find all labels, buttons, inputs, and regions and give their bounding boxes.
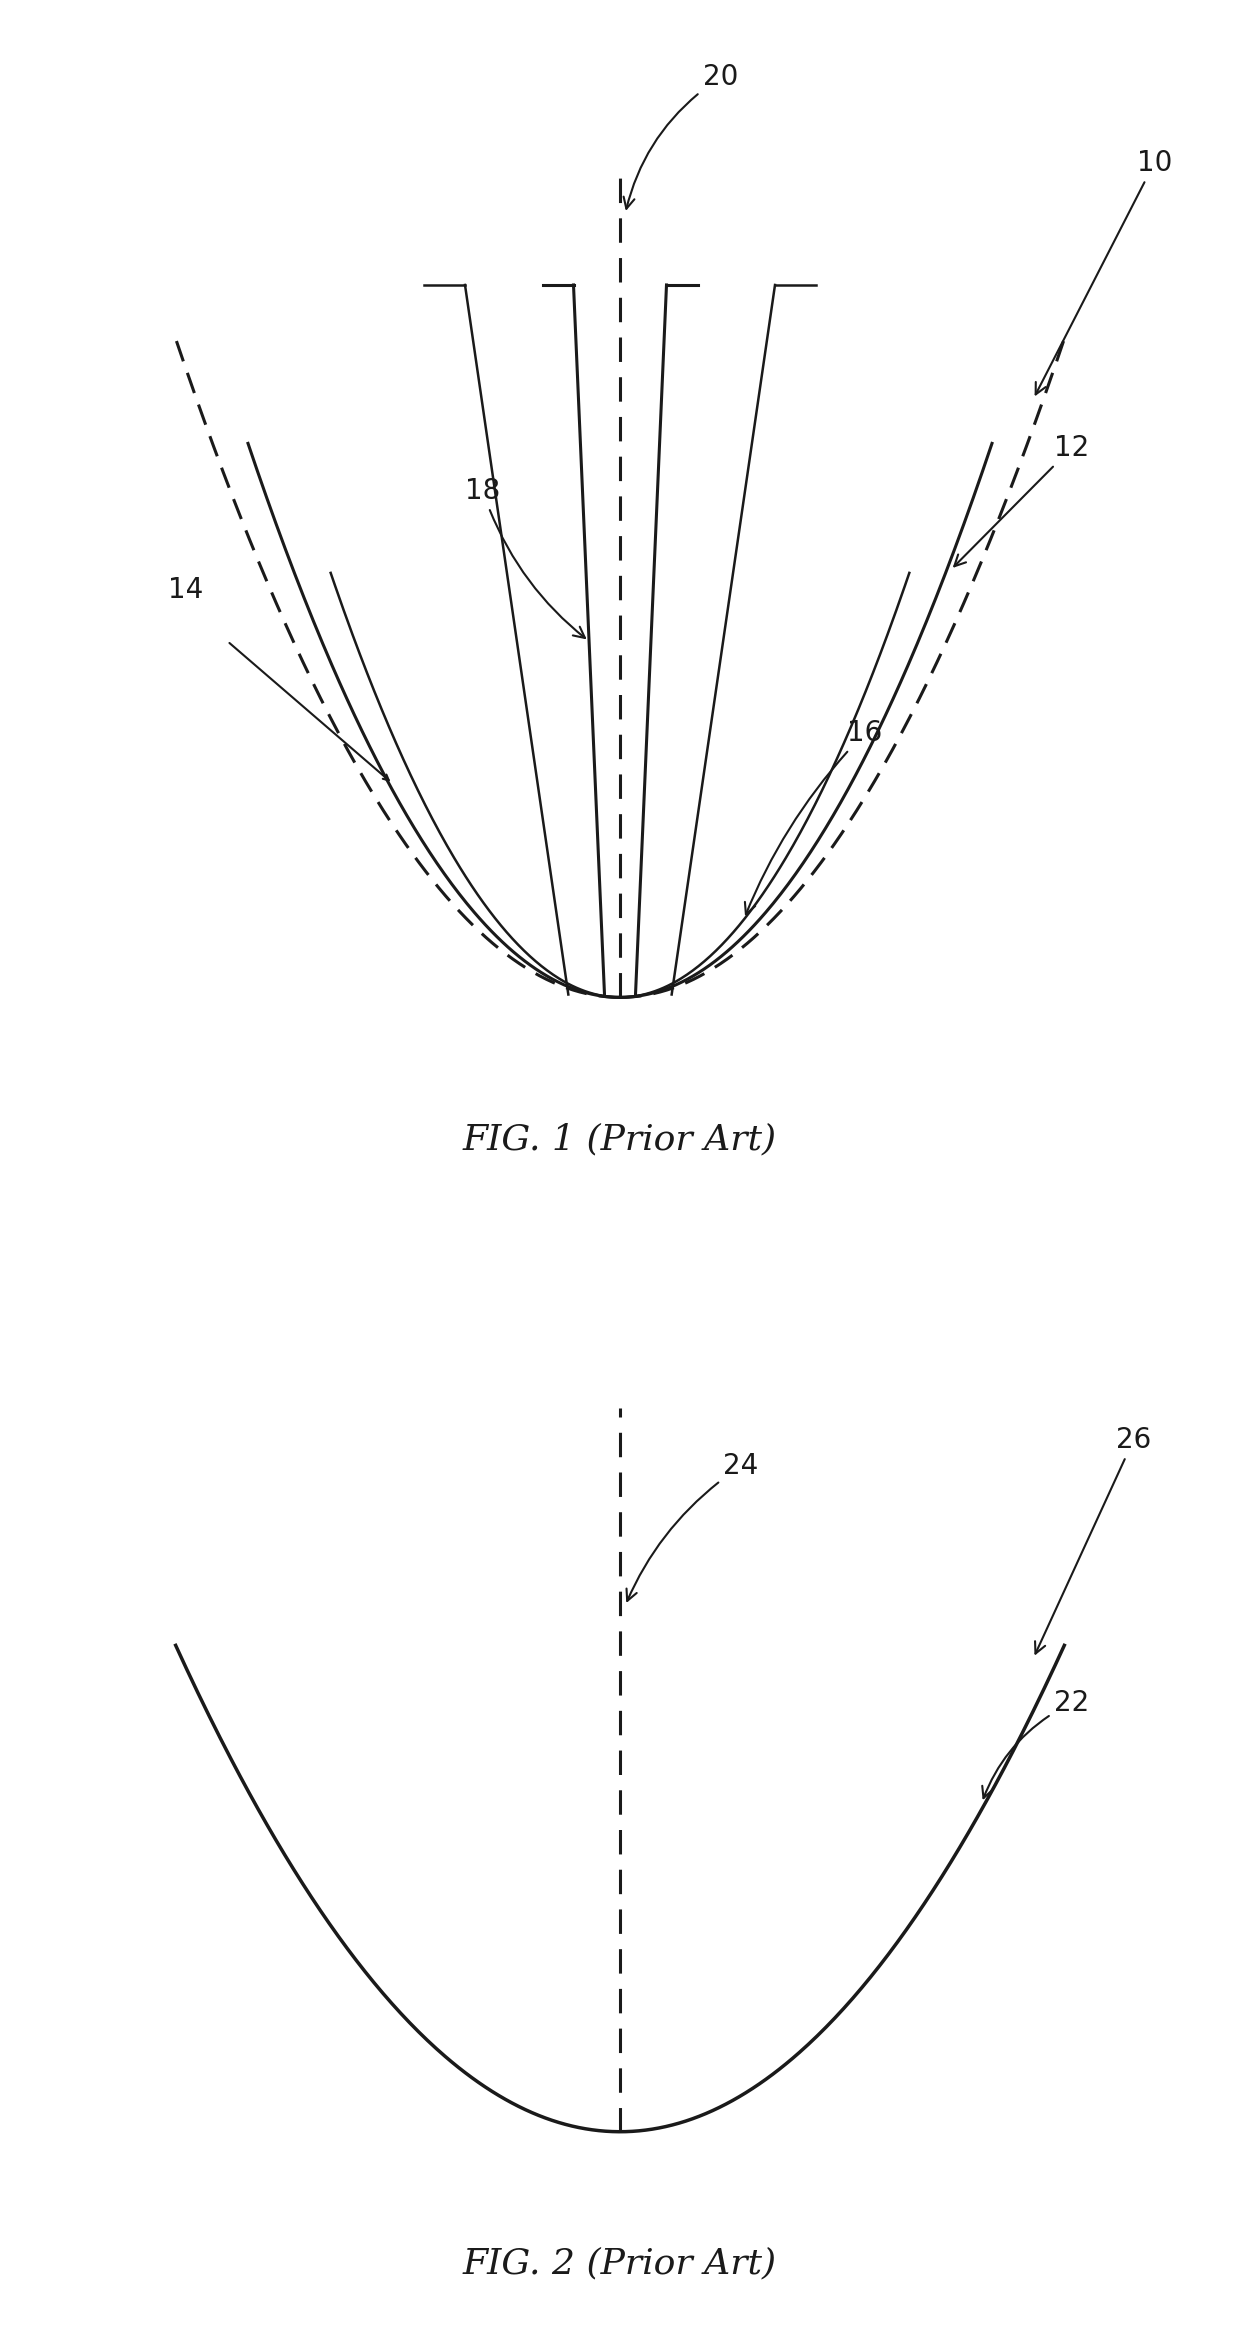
Text: 16: 16: [745, 720, 883, 915]
Text: 10: 10: [1035, 149, 1172, 394]
Text: 12: 12: [955, 433, 1089, 566]
Text: 14: 14: [169, 575, 203, 606]
Text: 24: 24: [626, 1451, 759, 1600]
Text: 20: 20: [624, 63, 738, 210]
Text: FIG. 1 (Prior Art): FIG. 1 (Prior Art): [463, 1123, 777, 1158]
Text: 18: 18: [465, 477, 585, 638]
Text: FIG. 2 (Prior Art): FIG. 2 (Prior Art): [463, 2245, 777, 2280]
Text: 22: 22: [982, 1689, 1089, 1798]
Text: 26: 26: [1035, 1425, 1151, 1654]
